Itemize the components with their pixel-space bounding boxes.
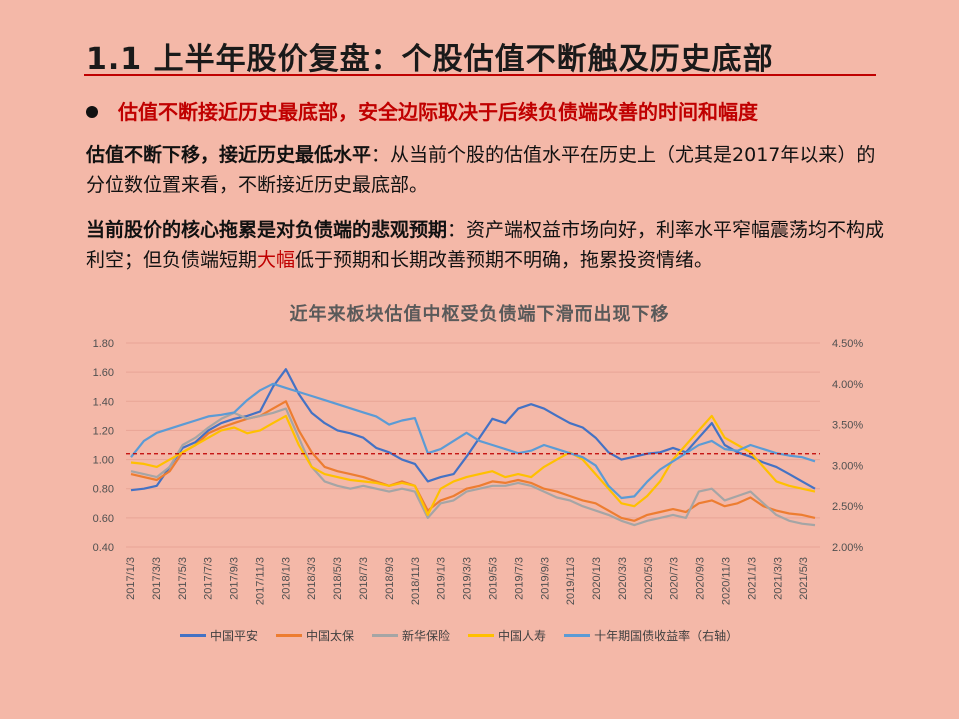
chart-title: 近年来板块估值中枢受负债端下滑而出现下移	[289, 304, 670, 325]
bullet-dot-icon	[86, 105, 98, 118]
x-tick-label: 2017/7/3	[203, 557, 215, 600]
x-tick-label: 2017/5/3	[177, 557, 189, 600]
legend-label: 中国人寿	[498, 629, 547, 643]
legend-swatch-icon	[468, 634, 495, 637]
paragraph-liability-body-a: ：资产端权益市场向好，利率水平窄幅震荡均不构成利空；但负债端短期	[86, 219, 885, 271]
right-tick-label: 2.00%	[832, 542, 863, 554]
right-tick-label: 4.50%	[832, 338, 863, 350]
paragraph-liability: 当前股价的核心拖累是对负债端的悲观预期：资产端权益市场向好，利率水平窄幅震荡均不…	[86, 215, 886, 275]
x-tick-label: 2017/11/3	[254, 557, 266, 605]
x-tick-label: 2019/3/3	[462, 557, 474, 600]
left-tick-label: 0.60	[93, 513, 114, 525]
x-tick-label: 2020/3/3	[617, 557, 629, 600]
x-tick-label: 2019/1/3	[436, 557, 448, 600]
legend-swatch-icon	[276, 634, 303, 637]
left-axis-ticks: 0.40 0.60 0.80 1.00 1.20 1.40 1.60 1.80	[93, 338, 114, 554]
x-tick-label: 2018/7/3	[358, 557, 370, 600]
right-tick-label: 4.00%	[832, 379, 863, 391]
chart-series	[130, 368, 816, 527]
series-line	[130, 382, 816, 500]
legend-label: 中国太保	[306, 629, 355, 643]
x-tick-label: 2020/11/3	[721, 557, 733, 605]
x-axis-ticks: 2017/1/3 2017/3/3 2017/5/3 2017/7/3 2017/9/3…	[125, 557, 810, 605]
x-tick-label: 2017/3/3	[151, 557, 163, 600]
series-line	[130, 407, 816, 527]
legend-item: 中国太保	[276, 627, 354, 644]
legend-label: 新华保险	[402, 629, 451, 643]
x-tick-label: 2021/1/3	[746, 557, 758, 600]
x-tick-label: 2019/11/3	[565, 557, 577, 605]
right-tick-label: 3.50%	[832, 420, 863, 432]
left-tick-label: 1.40	[93, 396, 114, 408]
x-tick-label: 2018/5/3	[332, 557, 344, 600]
x-tick-label: 2017/1/3	[125, 557, 137, 600]
x-tick-label: 2018/1/3	[280, 557, 292, 600]
x-tick-label: 2018/3/3	[306, 557, 318, 600]
chart-gridlines	[126, 342, 820, 548]
series-line	[130, 414, 816, 517]
left-tick-label: 1.20	[93, 425, 114, 437]
legend-swatch-icon	[564, 634, 591, 637]
legend-item: 新华保险	[372, 627, 450, 644]
paragraph-valuation-lead: 估值不断下移，接近历史最低水平	[86, 144, 372, 166]
legend-swatch-icon	[180, 634, 206, 637]
x-tick-label: 2020/7/3	[669, 557, 681, 600]
right-axis-ticks: 2.00% 2.50% 3.00% 3.50% 4.00% 4.50%	[832, 338, 863, 554]
key-point-bullet: 估值不断接近历史最底部，安全边际取决于后续负债端改善的时间和幅度	[86, 96, 758, 125]
left-tick-label: 1.00	[93, 455, 114, 467]
legend-item: 十年期国债收益率（右轴）	[564, 627, 738, 644]
chart-legend: 中国平安 中国太保 新华保险 中国人寿 十年期国债收益率（右轴）	[180, 627, 756, 644]
series-line	[130, 368, 816, 492]
x-tick-label: 2021/3/3	[772, 557, 784, 600]
x-tick-label: 2018/9/3	[384, 557, 396, 600]
legend-swatch-icon	[372, 634, 399, 637]
right-tick-label: 2.50%	[832, 501, 863, 513]
x-tick-label: 2017/9/3	[229, 557, 241, 600]
right-tick-label: 3.00%	[832, 460, 863, 472]
paragraph-liability-lead: 当前股价的核心拖累是对负债端的悲观预期	[86, 219, 448, 241]
x-tick-label: 2020/9/3	[695, 557, 707, 600]
paragraph-liability-body-b: 低于预期和长期改善预期不明确，拖累投资情绪。	[295, 249, 714, 271]
paragraph-valuation: 估值不断下移，接近历史最低水平：从当前个股的估值水平在历史上（尤其是2017年以…	[86, 140, 886, 200]
paragraph-valuation-body: ：从当前个股的估值水平在历史上（尤其是2017年以来）的分位数位置来看，不断接近…	[86, 144, 876, 196]
legend-item: 中国平安	[180, 627, 258, 644]
legend-label: 中国平安	[210, 629, 259, 643]
left-tick-label: 1.80	[93, 338, 114, 350]
left-tick-label: 0.40	[93, 542, 114, 554]
key-point-text: 估值不断接近历史最底部，安全边际取决于后续负债端改善的时间和幅度	[118, 100, 758, 124]
title-underline	[84, 74, 876, 76]
x-tick-label: 2018/11/3	[410, 557, 422, 605]
x-tick-label: 2020/5/3	[643, 557, 655, 600]
x-tick-label: 2019/9/3	[539, 557, 551, 600]
x-tick-label: 2019/5/3	[487, 557, 499, 600]
slide-title: 1.1 上半年股价复盘：个股估值不断触及历史底部	[86, 42, 774, 77]
series-line	[130, 400, 816, 522]
left-tick-label: 0.80	[93, 484, 114, 496]
legend-label: 十年期国债收益率（右轴）	[594, 629, 739, 643]
paragraph-liability-highlight: 大幅	[257, 249, 296, 271]
x-tick-label: 2020/1/3	[591, 557, 603, 600]
legend-item: 中国人寿	[468, 627, 546, 644]
x-tick-label: 2021/5/3	[798, 557, 810, 600]
x-tick-label: 2019/7/3	[513, 557, 525, 600]
left-tick-label: 1.60	[93, 367, 114, 379]
